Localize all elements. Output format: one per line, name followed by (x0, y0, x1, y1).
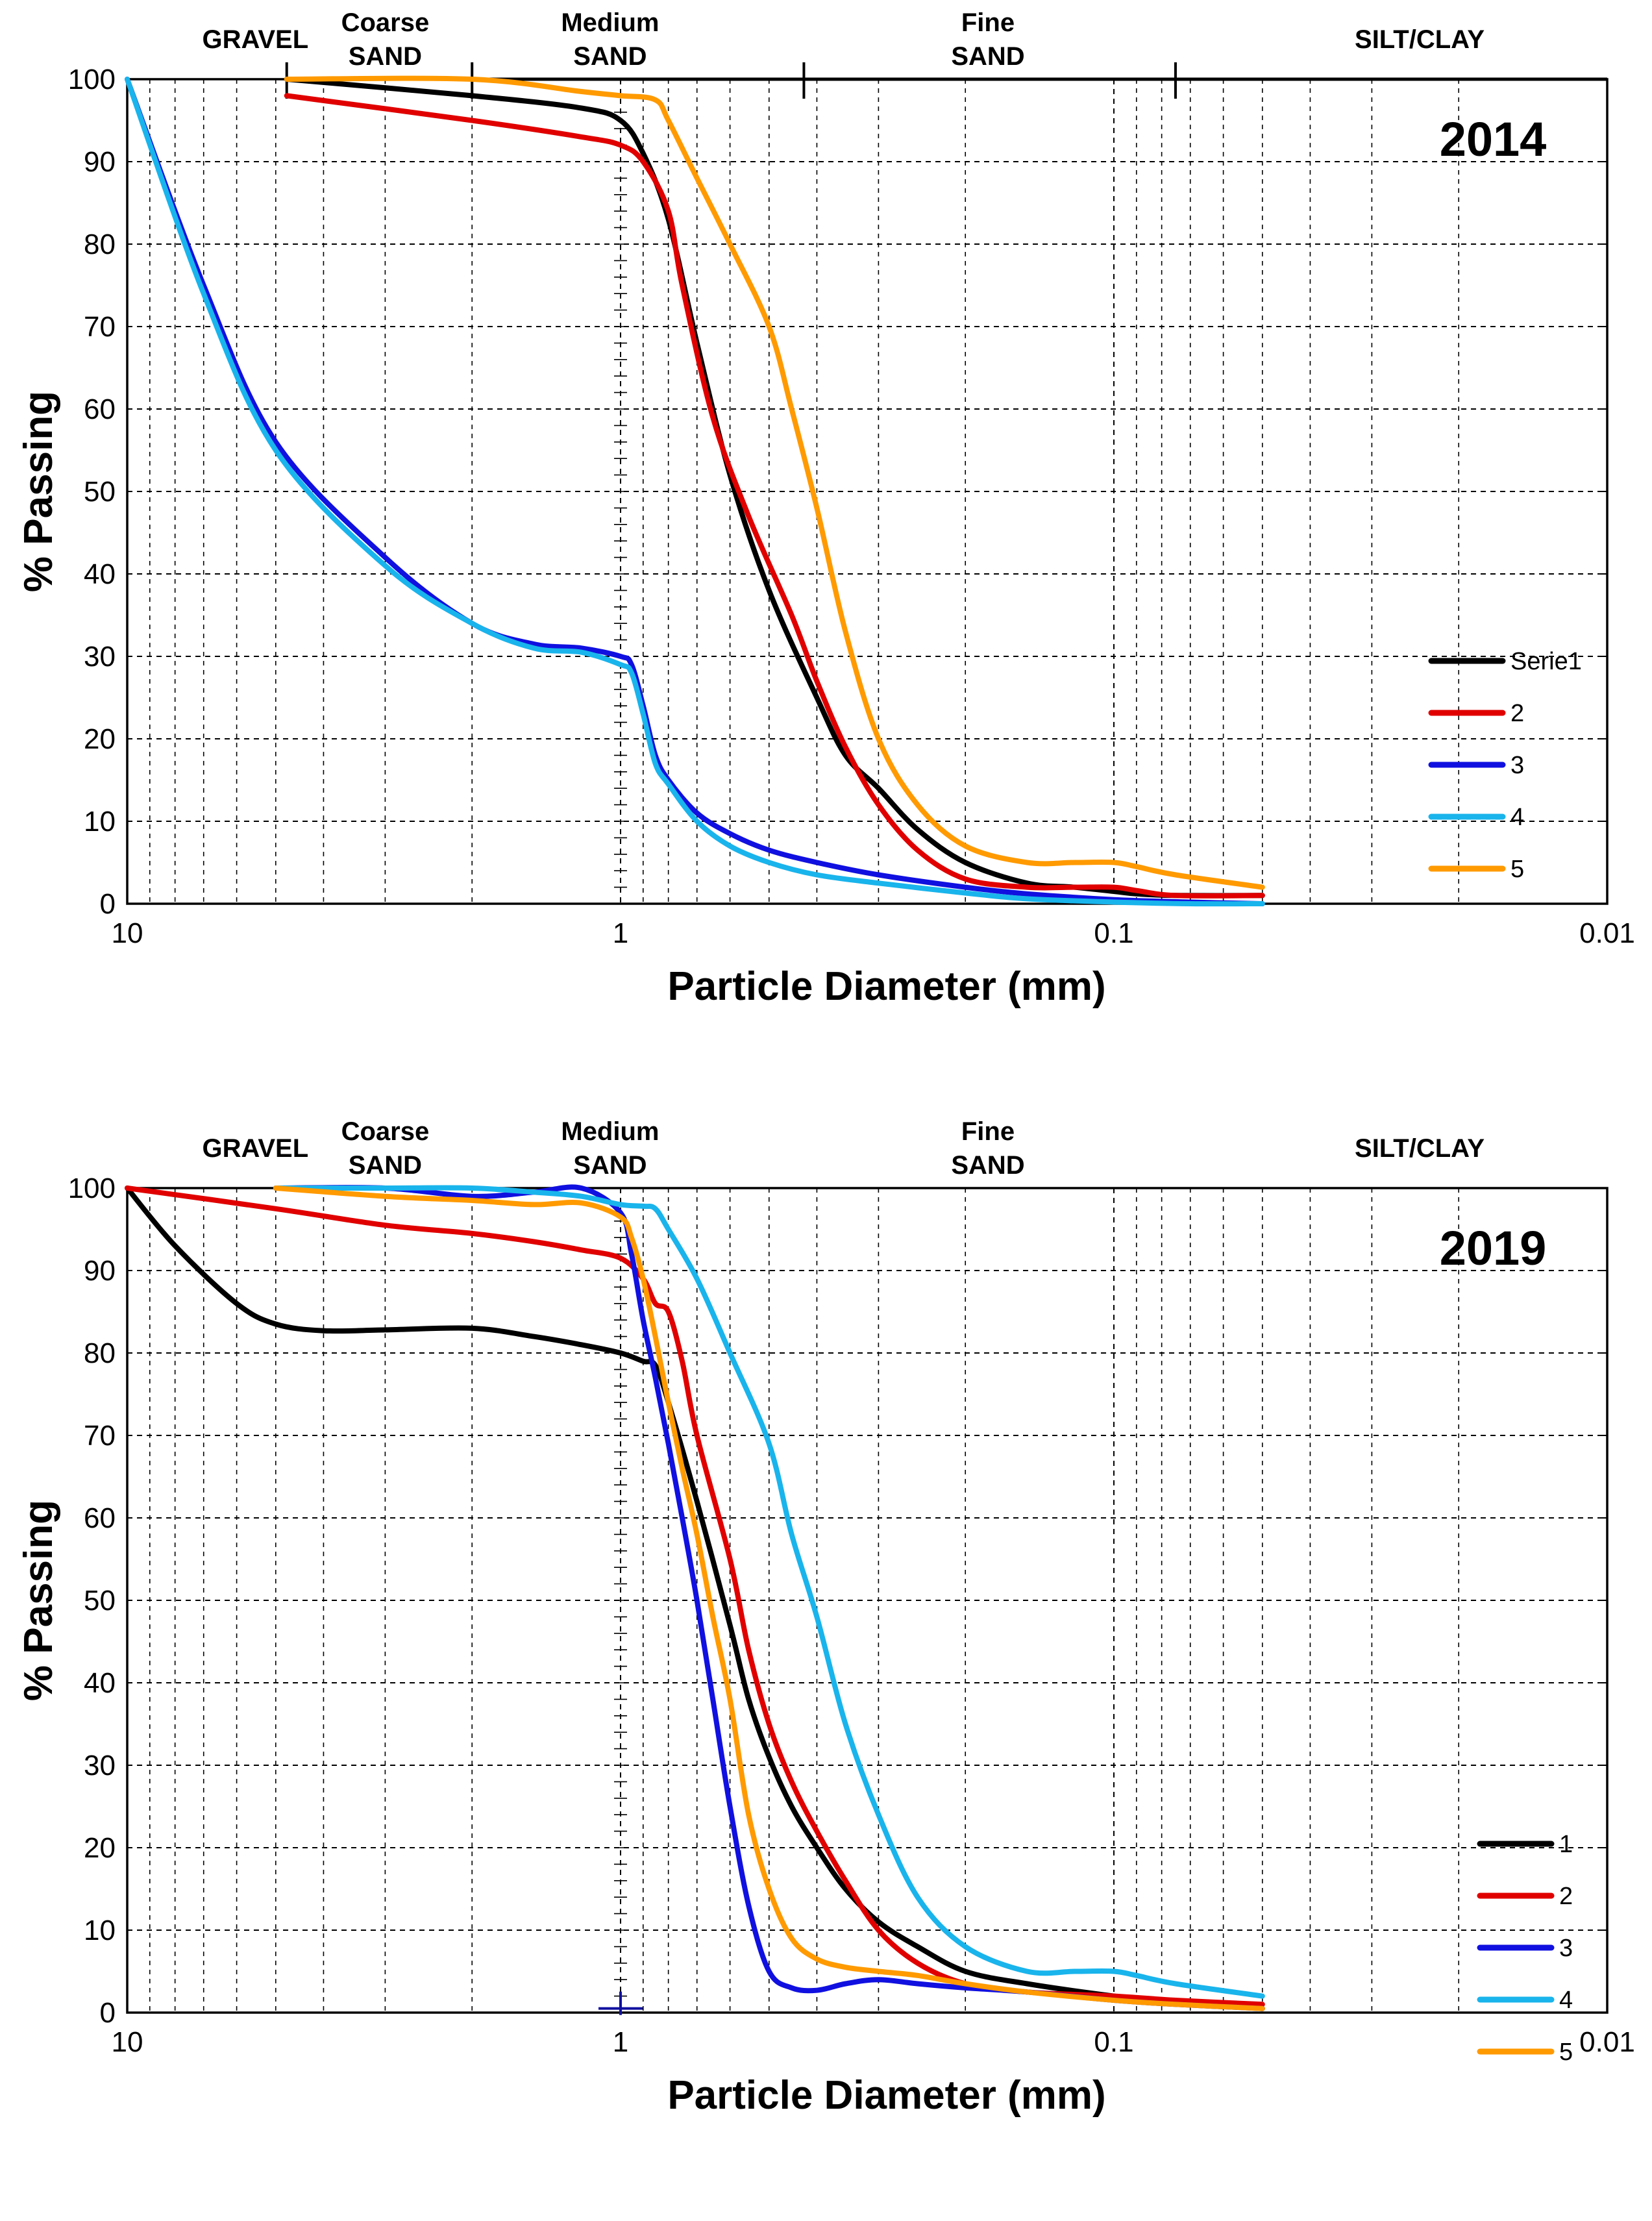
y-tick-label: 0 (100, 888, 116, 920)
band-label: SAND (951, 42, 1024, 71)
band-label: SILT/CLAY (1355, 1134, 1485, 1163)
chart-2014-svg: GRAVEL Coarse SAND Medium SAND Fine SAND SILT/C… (16, 8, 1635, 1009)
legend-entry: 3 (1559, 1935, 1573, 1962)
band-label: GRAVEL (202, 1134, 308, 1163)
band-label: Coarse (341, 1117, 430, 1146)
x-tick-label: 0.1 (1094, 2026, 1133, 2058)
x-axis-title: Particle Diameter (mm) (667, 964, 1105, 1009)
chart-2019-svg: GRAVEL Coarse SAND Medium SAND Fine SAND SILT/C… (16, 1117, 1635, 2118)
legend-entry: 5 (1559, 2039, 1573, 2066)
band-label: Fine (961, 1117, 1015, 1146)
y-tick-label: 60 (84, 1502, 116, 1534)
band-label: SAND (951, 1151, 1024, 1180)
plot-frame (126, 1187, 1609, 2014)
y-tick-label: 70 (84, 1420, 116, 1452)
y-tick-label: 20 (84, 1832, 116, 1864)
band-label: Medium (561, 8, 659, 37)
year-label: 2014 (1440, 112, 1547, 166)
y-tick-label: 50 (84, 1585, 116, 1617)
band-label: SAND (349, 42, 422, 71)
y-tick-label: 100 (68, 64, 116, 95)
series-line-3 (273, 1184, 1265, 2011)
series-line-5 (273, 1185, 1265, 2011)
y-tick-label: 80 (84, 229, 116, 260)
legend-entry: 2 (1559, 1883, 1573, 1910)
legend-entry: 2 (1510, 700, 1524, 727)
y-tick-label: 50 (84, 476, 116, 508)
band-label: Medium (561, 1117, 659, 1146)
band-label: SAND (573, 1151, 647, 1180)
x-tick-label: 1 (613, 2026, 628, 2058)
legend-entry: 5 (1510, 856, 1524, 883)
x-axis-title: Particle Diameter (mm) (667, 2073, 1105, 2118)
y-tick-label: 40 (84, 1667, 116, 1699)
x-tick-label: 1 (613, 917, 628, 949)
y-axis-title: % Passing (16, 1500, 61, 1701)
series-line-4 (125, 77, 1265, 907)
y-tick-label: 10 (84, 1915, 116, 1946)
series-line-4 (273, 1185, 1265, 1999)
y-tick-label: 100 (68, 1173, 116, 1204)
series-line-Serie1 (284, 77, 1265, 899)
series-line-5 (284, 75, 1265, 890)
y-tick-label: 40 (84, 558, 116, 590)
band-label: Fine (961, 8, 1015, 37)
chart-2014: GRAVEL Coarse SAND Medium SAND Fine SAND SILT/C… (0, 0, 1652, 1109)
band-label: SILT/CLAY (1355, 25, 1485, 54)
y-tick-label: 20 (84, 723, 116, 755)
legend-entry: 4 (1559, 1987, 1573, 2014)
y-axis-title: % Passing (16, 391, 61, 592)
y-tick-label: 70 (84, 311, 116, 343)
x-tick-label: 10 (112, 917, 143, 949)
band-label: SAND (349, 1151, 422, 1180)
y-tick-label: 90 (84, 1255, 116, 1287)
y-tick-label: 60 (84, 393, 116, 425)
y-tick-label: 80 (84, 1337, 116, 1369)
year-label: 2019 (1440, 1221, 1547, 1275)
chart-2019: GRAVEL Coarse SAND Medium SAND Fine SAND SILT/C… (0, 1109, 1652, 2218)
y-tick-label: 10 (84, 806, 116, 838)
y-tick-label: 0 (100, 1997, 116, 2029)
x-tick-label: 0.01 (1579, 917, 1635, 949)
x-tick-label: 10 (112, 2026, 143, 2058)
series-line-2 (284, 93, 1265, 899)
x-tick-label: 0.1 (1094, 917, 1133, 949)
y-tick-label: 30 (84, 1750, 116, 1781)
band-label: Coarse (341, 8, 430, 37)
legend-entry: Serie1 (1510, 648, 1582, 675)
y-tick-label: 30 (84, 641, 116, 673)
legend-entry: 1 (1559, 1831, 1573, 1858)
legend-entry: 4 (1510, 804, 1524, 831)
band-label: GRAVEL (202, 25, 308, 54)
band-label: SAND (573, 42, 647, 71)
x-tick-label: 0.01 (1579, 2026, 1635, 2058)
y-tick-label: 90 (84, 146, 116, 178)
legend-entry: 3 (1510, 752, 1524, 779)
series-line-1 (125, 1185, 1265, 2011)
